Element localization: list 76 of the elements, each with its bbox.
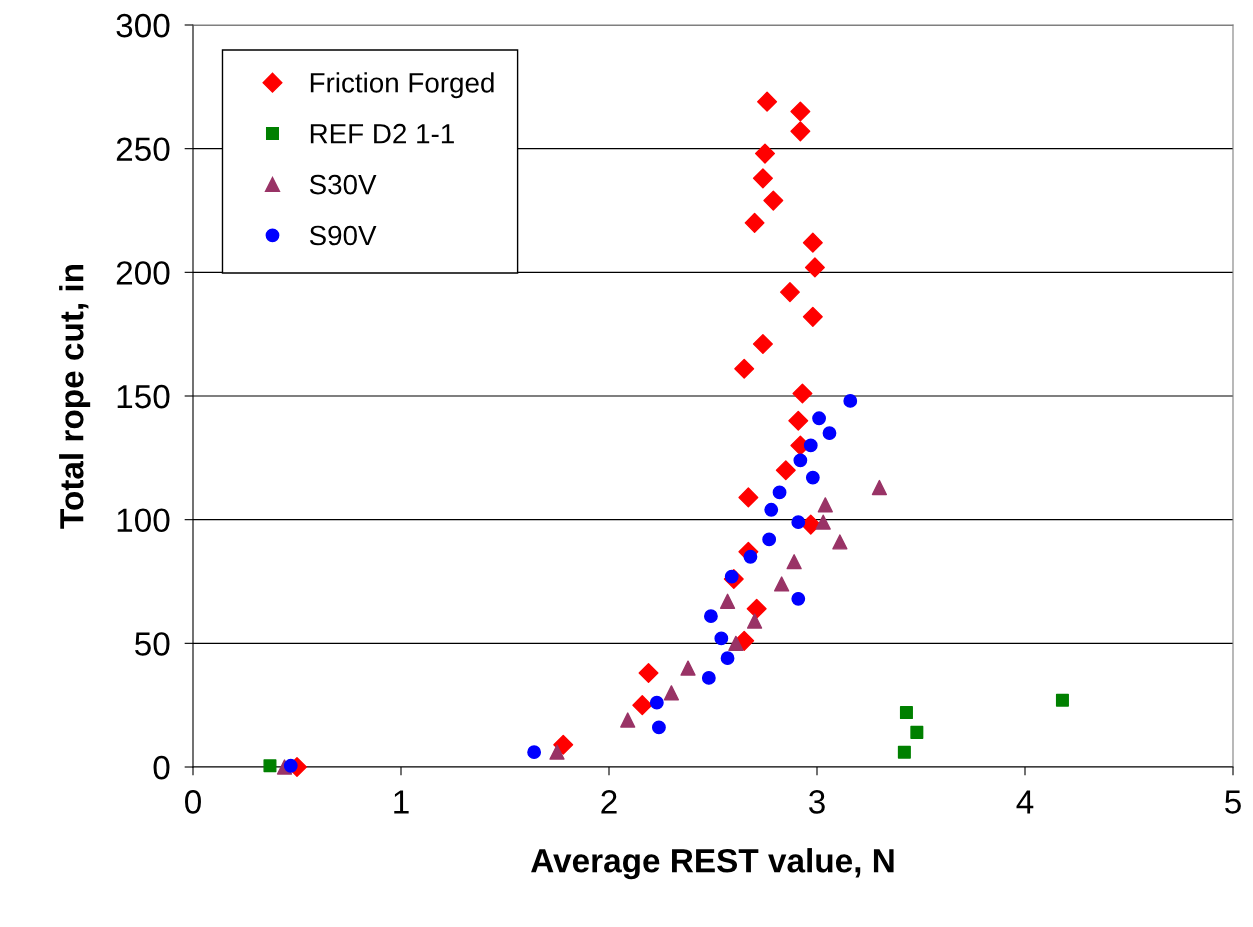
point (527, 745, 542, 760)
point (871, 479, 888, 496)
point (791, 591, 806, 606)
point (802, 232, 823, 253)
point (744, 212, 765, 233)
x-tick-label: 2 (601, 790, 617, 814)
point (752, 334, 773, 355)
point (804, 257, 825, 278)
point (764, 502, 779, 517)
point (788, 410, 809, 431)
y-tick-label: 250 (116, 137, 170, 162)
point (738, 487, 759, 508)
point (680, 660, 696, 676)
point (774, 576, 790, 592)
point (746, 598, 767, 619)
point (899, 706, 913, 720)
point (812, 411, 826, 426)
point (910, 725, 924, 739)
y-tick-label: 0 (153, 755, 170, 780)
x-tick-label: 1 (394, 790, 409, 814)
point (793, 453, 808, 468)
point (763, 190, 784, 211)
y-tick-label: 50 (135, 632, 170, 656)
x-tick-label: 3 (809, 790, 825, 814)
point (775, 460, 796, 481)
point (632, 695, 653, 716)
point (553, 734, 574, 755)
point (719, 593, 736, 609)
point (791, 515, 806, 530)
point (792, 383, 813, 404)
point (663, 685, 680, 701)
point (802, 306, 823, 327)
point (897, 745, 911, 759)
point (805, 470, 820, 485)
point (843, 394, 858, 408)
x-tick-label: 5 (1225, 790, 1241, 814)
x-tick-label: 0 (185, 790, 201, 814)
y-tick-label: 150 (117, 384, 170, 409)
point (757, 91, 778, 112)
legend-label: REF D2 1-1 (310, 123, 454, 144)
point (815, 514, 831, 530)
legend-label: S30V (309, 174, 377, 195)
point (720, 651, 735, 666)
point (832, 534, 848, 550)
point (734, 358, 755, 379)
point (779, 282, 800, 303)
point (822, 426, 837, 441)
x-tick-label: 4 (1016, 790, 1034, 814)
point (752, 168, 773, 189)
point (790, 101, 811, 122)
point (790, 121, 811, 142)
point (817, 497, 833, 513)
point (762, 532, 777, 547)
point (714, 631, 729, 646)
point (772, 485, 787, 500)
y-tick-label: 300 (116, 13, 170, 38)
point (803, 438, 818, 453)
legend-label: S90V (309, 225, 377, 246)
y-tick-label: 100 (117, 508, 170, 533)
y-tick-label: 200 (116, 261, 170, 285)
point (1055, 693, 1069, 707)
point (704, 609, 718, 624)
point (649, 695, 664, 710)
point (283, 758, 298, 773)
x-axis-title: Average REST value, N (531, 848, 894, 880)
point (754, 143, 776, 164)
legend-label: Friction Forged (310, 72, 494, 99)
point (652, 720, 666, 735)
point (728, 635, 744, 651)
y-axis-title: Total rope cut, in (59, 265, 91, 529)
point (701, 671, 716, 685)
point (638, 663, 659, 684)
point (746, 613, 763, 629)
point (786, 554, 802, 570)
point (620, 712, 636, 728)
point (263, 759, 277, 773)
